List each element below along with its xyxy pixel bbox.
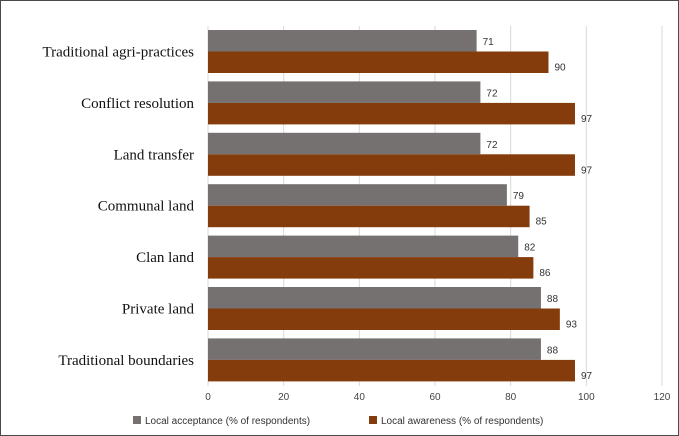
x-tick-label-0: 0	[205, 392, 211, 403]
data-label-awareness-5: 93	[566, 320, 578, 331]
bar-acceptance-6	[208, 338, 541, 360]
x-tick-label-120: 120	[654, 392, 671, 403]
category-label-0: Traditional agri-practices	[43, 45, 195, 61]
bar-awareness-6	[208, 359, 575, 382]
bar-acceptance-5	[208, 287, 541, 309]
category-label-2: Land transfer	[114, 147, 194, 163]
category-label-5: Private land	[122, 302, 195, 318]
bar-acceptance-0	[208, 30, 477, 52]
category-label-3: Communal land	[98, 199, 195, 215]
data-label-acceptance-5: 88	[547, 294, 559, 305]
category-label-1: Conflict resolution	[81, 96, 194, 112]
bar-awareness-2	[208, 154, 575, 176]
bar-awareness-5	[208, 308, 560, 330]
bar-acceptance-2	[208, 132, 481, 155]
data-label-awareness-2: 97	[581, 165, 593, 176]
bar-awareness-0	[208, 51, 549, 73]
x-tick-label-100: 100	[578, 392, 595, 403]
category-label-4: Clan land	[136, 250, 194, 266]
legend-swatch-1	[369, 416, 377, 424]
bar-awareness-3	[208, 205, 530, 228]
data-label-awareness-1: 97	[581, 114, 593, 125]
data-label-awareness-0: 90	[555, 63, 567, 74]
data-label-awareness-6: 97	[581, 371, 593, 382]
data-label-acceptance-6: 88	[547, 345, 559, 356]
x-tick-label-40: 40	[354, 392, 366, 403]
bar-acceptance-3	[208, 184, 507, 206]
legend-swatch-0	[133, 416, 141, 424]
category-label-6: Traditional boundaries	[58, 353, 194, 369]
data-label-acceptance-1: 72	[486, 88, 498, 99]
x-axis-ticks: 0 20 40 60 80 100 120	[205, 392, 671, 403]
data-label-acceptance-0: 71	[483, 37, 495, 48]
data-label-acceptance-2: 72	[486, 140, 498, 151]
legend-label-1: Local awareness (% of respondents)	[381, 416, 543, 427]
legend: Local acceptance (% of respondents) Local…	[133, 416, 543, 427]
data-label-awareness-4: 86	[539, 268, 551, 279]
bar-awareness-1	[208, 102, 575, 125]
bars: 71 90 72 97 72 97 79 85 82 86 88 93 88 97	[208, 30, 593, 382]
legend-label-0: Local acceptance (% of respondents)	[145, 416, 310, 427]
x-tick-label-80: 80	[505, 392, 517, 403]
bar-awareness-4	[208, 257, 534, 279]
x-tick-label-20: 20	[278, 392, 290, 403]
bar-acceptance-1	[208, 81, 481, 103]
bar-acceptance-4	[208, 235, 519, 258]
category-labels: Traditional agri-practices Conflict resol…	[43, 45, 195, 369]
data-label-acceptance-4: 82	[524, 243, 536, 254]
x-tick-label-60: 60	[429, 392, 441, 403]
data-label-awareness-3: 85	[536, 217, 548, 228]
data-label-acceptance-3: 79	[513, 191, 525, 202]
